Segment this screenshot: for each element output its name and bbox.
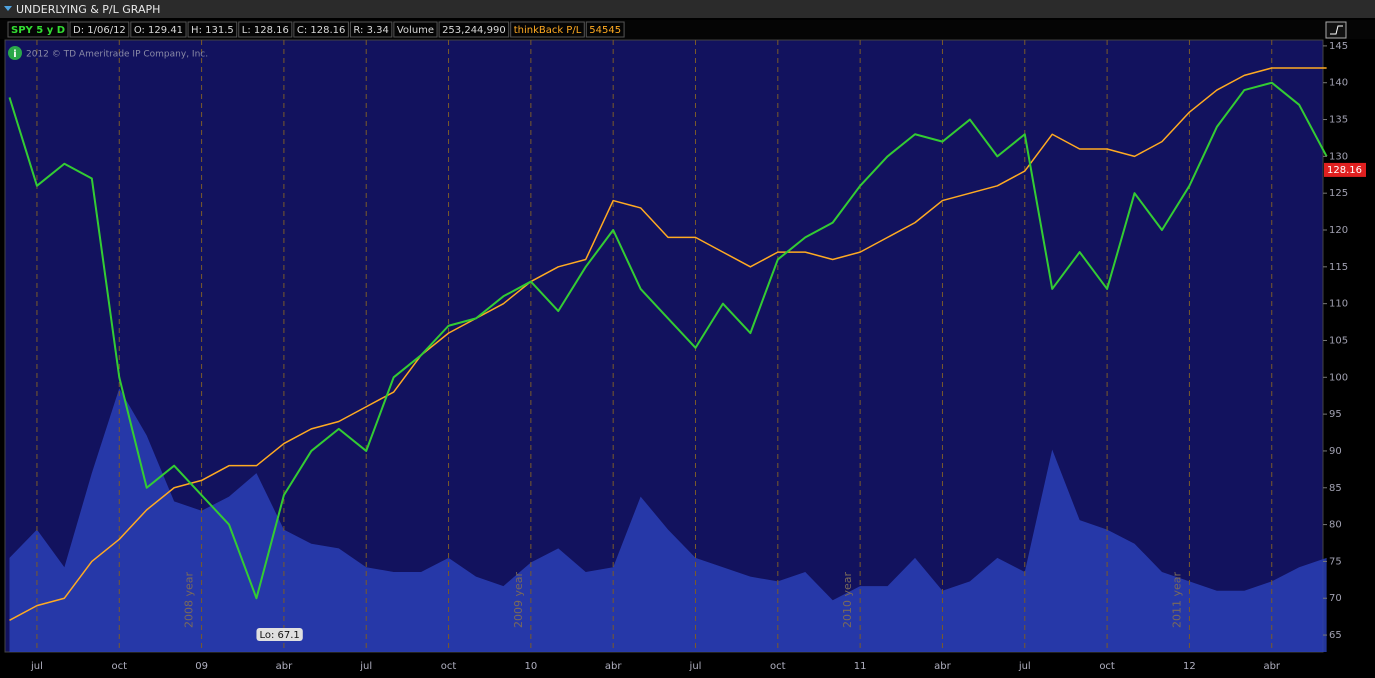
info-cell xyxy=(69,21,130,38)
x-tick-label: jul xyxy=(689,661,702,672)
info-item: Volume xyxy=(397,25,434,36)
y-tick-label: 85 xyxy=(1329,483,1342,494)
x-tick-label: oct xyxy=(1099,661,1115,672)
x-tick-label: abr xyxy=(605,661,622,672)
info-cell xyxy=(293,21,349,38)
x-tick-label: oct xyxy=(770,661,786,672)
info-item: thinkBack P/L xyxy=(514,25,582,36)
y-tick-label: 115 xyxy=(1329,262,1348,273)
info-icon-glyph: i xyxy=(13,49,16,60)
year-marker: 2008 year xyxy=(183,571,196,628)
x-tick-label: jul xyxy=(359,661,372,672)
price-flag-box xyxy=(1324,162,1366,177)
low-label: Lo: 67.1 xyxy=(259,630,299,641)
x-tick-label: 10 xyxy=(524,661,537,672)
x-tick-label: jul xyxy=(30,661,43,672)
info-cell xyxy=(585,21,625,38)
title-bar xyxy=(0,0,1375,18)
low-label-box xyxy=(256,628,303,641)
info-cell xyxy=(349,21,393,38)
series-line xyxy=(9,67,1327,621)
x-tick-label: abr xyxy=(1263,661,1280,672)
y-tick-label: 100 xyxy=(1329,372,1348,383)
info-bar xyxy=(0,20,1375,39)
y-tick-label: 110 xyxy=(1329,299,1348,310)
y-tick-label: 70 xyxy=(1329,593,1342,604)
info-item: 253,244,990 xyxy=(442,25,506,36)
x-tick-label: oct xyxy=(441,661,457,672)
info-item: O: 129.41 xyxy=(134,25,183,36)
x-tick-label: 09 xyxy=(195,661,208,672)
plot-layer: 2008 year 2009 year 2010 year 2011 year xyxy=(8,40,1328,652)
x-tick-label: 11 xyxy=(854,661,867,672)
volume-area xyxy=(9,388,1327,652)
info-item: R: 3.34 xyxy=(353,25,388,36)
y-tick-label: 95 xyxy=(1329,409,1342,420)
y-tick-label: 135 xyxy=(1329,115,1348,126)
y-tick-label: 130 xyxy=(1329,151,1348,162)
info-items: SPY 5 y D D: 1/06/12 O: 129.41 H: 131.5 L: 1… xyxy=(7,21,625,38)
price-flag: 128.16 xyxy=(1327,165,1362,176)
y-tick-label: 90 xyxy=(1329,446,1342,457)
info-item: C: 128.16 xyxy=(297,25,346,36)
info-cell xyxy=(393,21,438,38)
info-item: L: 128.16 xyxy=(242,25,289,36)
year-marker: 2011 year xyxy=(1170,571,1183,628)
x-tick-label: jul xyxy=(1018,661,1031,672)
style-button[interactable] xyxy=(1325,21,1347,39)
info-icon[interactable] xyxy=(8,46,22,60)
info-cell xyxy=(510,21,585,38)
info-cell xyxy=(7,21,69,38)
y-tick-label: 75 xyxy=(1329,556,1342,567)
info-cell xyxy=(238,21,293,38)
y-tick-label: 65 xyxy=(1329,630,1342,641)
year-marker: 2009 year xyxy=(512,571,525,628)
x-tick-label: abr xyxy=(276,661,293,672)
y-tick-label: 105 xyxy=(1329,335,1348,346)
window-title: UNDERLYING & P/L GRAPH xyxy=(16,3,160,16)
x-tick-label: 12 xyxy=(1183,661,1196,672)
series-line xyxy=(8,81,1328,600)
y-tick-label: 80 xyxy=(1329,520,1342,531)
y-tick-label: 140 xyxy=(1329,78,1348,89)
info-item: 54545 xyxy=(589,25,621,36)
y-tick-label: 120 xyxy=(1329,225,1348,236)
x-tick-label: abr xyxy=(934,661,951,672)
collapse-icon[interactable] xyxy=(4,6,12,11)
info-item: D: 1/06/12 xyxy=(73,25,126,36)
style-icon xyxy=(1330,25,1343,35)
info-item: SPY 5 y D xyxy=(11,25,65,36)
info-cell xyxy=(438,21,510,38)
copyright: 2012 © TD Ameritrade IP Company, Inc. xyxy=(26,50,208,60)
year-marker: 2010 year xyxy=(841,571,854,628)
y-tick-label: 145 xyxy=(1329,41,1348,52)
y-tick-label: 125 xyxy=(1329,188,1348,199)
x-tick-label: oct xyxy=(111,661,127,672)
info-item: H: 131.5 xyxy=(191,25,234,36)
info-cell xyxy=(187,21,238,38)
info-cell xyxy=(130,21,187,38)
